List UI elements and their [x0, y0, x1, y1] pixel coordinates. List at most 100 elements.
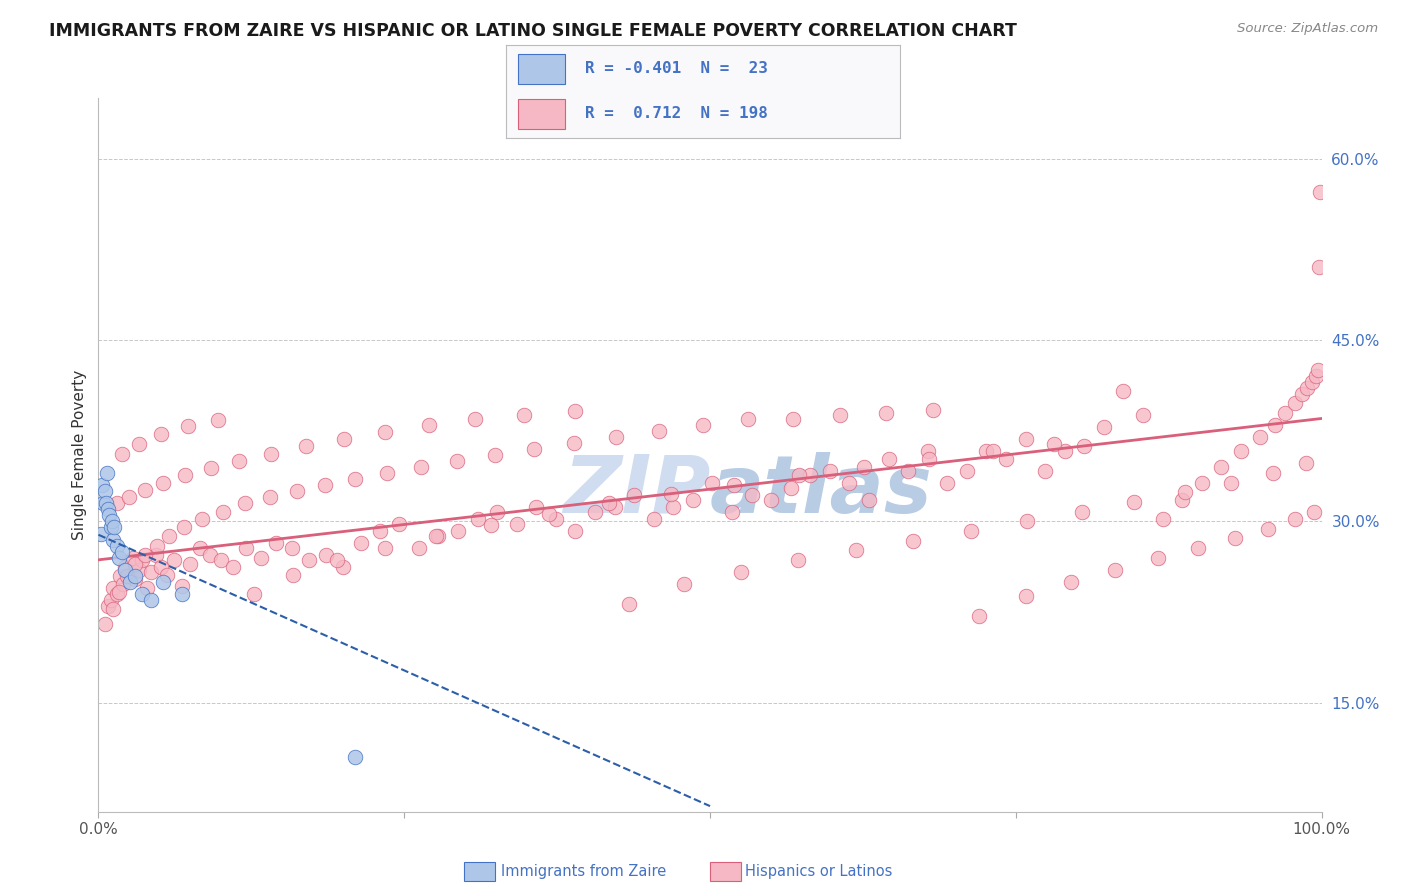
- Point: [845, 543, 868, 558]
- Point: [100, 593, 122, 607]
- Point: [544, 512, 567, 526]
- Point: [149, 427, 172, 442]
- Point: [425, 529, 447, 543]
- Point: [105, 587, 128, 601]
- Point: [344, 472, 367, 486]
- Point: [101, 581, 124, 595]
- Point: [326, 553, 349, 567]
- Point: [779, 481, 801, 495]
- Point: [1073, 440, 1095, 454]
- Point: [280, 541, 302, 555]
- Point: [959, 524, 981, 538]
- Point: [200, 461, 222, 475]
- Point: [124, 569, 146, 583]
- Point: [295, 440, 318, 454]
- Point: [207, 413, 229, 427]
- Point: [682, 492, 704, 507]
- Point: [108, 550, 131, 565]
- Point: [917, 444, 939, 458]
- Point: [298, 553, 321, 567]
- Point: [799, 468, 821, 483]
- Point: [921, 403, 943, 417]
- Point: [730, 566, 752, 580]
- Point: [1060, 574, 1083, 589]
- Point: [853, 460, 876, 475]
- Point: [134, 549, 156, 563]
- Point: [467, 512, 489, 526]
- Point: [120, 574, 142, 589]
- Point: [623, 488, 645, 502]
- Point: [111, 447, 134, 461]
- Y-axis label: Single Female Poverty: Single Female Poverty: [72, 370, 87, 540]
- Point: [134, 483, 156, 497]
- Point: [877, 451, 900, 466]
- Point: [619, 597, 641, 611]
- Point: [374, 425, 396, 439]
- Point: [97, 502, 120, 516]
- Point: [344, 750, 367, 764]
- Point: [94, 496, 117, 510]
- Point: [101, 533, 124, 547]
- Point: [564, 524, 586, 538]
- Point: [242, 587, 264, 601]
- Point: [411, 460, 433, 475]
- Point: [235, 541, 257, 555]
- Point: [368, 524, 391, 538]
- Point: [139, 566, 162, 580]
- Point: [741, 488, 763, 502]
- Point: [564, 404, 586, 418]
- Point: [603, 500, 626, 514]
- Point: [1171, 492, 1194, 507]
- Point: [1146, 550, 1168, 565]
- Point: [131, 587, 153, 601]
- Point: [1303, 505, 1326, 519]
- Point: [1014, 432, 1036, 446]
- Point: [152, 475, 174, 490]
- Point: [233, 496, 256, 510]
- Point: [506, 516, 529, 531]
- Point: [1295, 456, 1317, 470]
- Point: [523, 442, 546, 456]
- Point: [1261, 466, 1284, 480]
- Point: [956, 464, 979, 478]
- Text: Hispanics or Latinos: Hispanics or Latinos: [745, 864, 893, 879]
- Point: [1264, 417, 1286, 432]
- Point: [981, 444, 1004, 458]
- Point: [789, 468, 811, 483]
- Point: [177, 418, 200, 433]
- Point: [146, 539, 169, 553]
- Point: [647, 424, 669, 438]
- Bar: [517, 99, 565, 129]
- Point: [285, 484, 308, 499]
- Point: [484, 448, 506, 462]
- Point: [723, 478, 745, 492]
- Point: [1015, 515, 1038, 529]
- Point: [1070, 505, 1092, 519]
- Point: [643, 512, 665, 526]
- Point: [1284, 396, 1306, 410]
- Point: [446, 454, 468, 468]
- Point: [93, 617, 115, 632]
- Point: [524, 500, 547, 514]
- Point: [228, 454, 250, 468]
- Point: [1296, 381, 1319, 395]
- Point: [1301, 376, 1323, 390]
- Point: [170, 587, 193, 601]
- Point: [145, 549, 167, 563]
- Point: [464, 411, 486, 425]
- Text: R = -0.401  N =  23: R = -0.401 N = 23: [585, 61, 768, 76]
- Point: [787, 553, 810, 567]
- Point: [662, 500, 685, 514]
- Point: [427, 529, 450, 543]
- Point: [128, 563, 150, 577]
- Point: [1223, 532, 1246, 546]
- Point: [605, 430, 627, 444]
- Point: [513, 408, 536, 422]
- Point: [115, 569, 138, 583]
- Point: [314, 478, 336, 492]
- Point: [447, 524, 470, 538]
- Point: [91, 496, 114, 510]
- Point: [598, 496, 620, 510]
- Text: Source: ZipAtlas.com: Source: ZipAtlas.com: [1237, 22, 1378, 36]
- Point: [1230, 444, 1253, 458]
